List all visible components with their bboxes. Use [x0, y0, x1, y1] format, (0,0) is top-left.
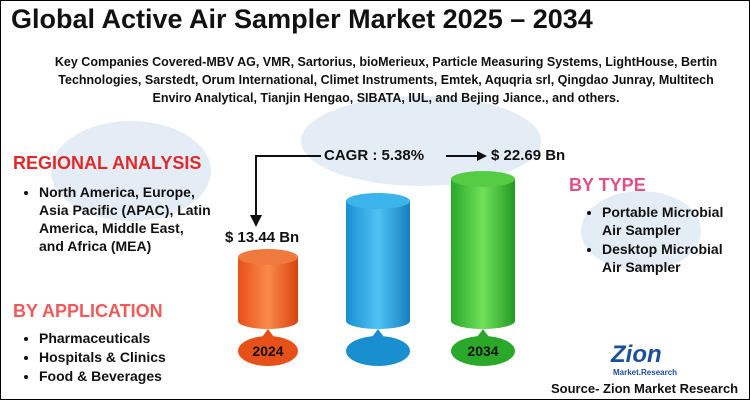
list-item: Food & Beverages: [39, 367, 221, 385]
year: 2024: [252, 343, 284, 359]
value-label: $ 13.44 Bn: [225, 229, 300, 246]
cagr-arrows: [250, 151, 487, 227]
cylinder-middle: [346, 193, 410, 329]
list: PharmaceuticalsHospitals & ClinicsFood &…: [21, 329, 221, 386]
cylinder-2034: [451, 171, 515, 329]
logo-sub: Market.Research: [613, 368, 678, 377]
world-map: [51, 96, 701, 271]
section-title: BY APPLICATION: [13, 301, 163, 321]
section-title: REGIONAL ANALYSIS: [13, 153, 202, 173]
year: 2034: [467, 343, 499, 359]
list: North America, Europe, Asia Pacific (APA…: [21, 183, 211, 256]
list-item: Desktop Microbial Air Sampler: [602, 240, 744, 276]
title: Global Active Air Sampler Market 2025 – …: [11, 4, 593, 34]
logo: Zion: [611, 341, 662, 368]
companies: Key Companies Covered-MBV AG, VMR, Sarto…: [54, 55, 718, 105]
list-item: North America, Europe, Asia Pacific (APA…: [39, 183, 211, 255]
cagr: CAGR : 5.38%: [324, 147, 425, 164]
cylinder-2024: [238, 249, 298, 329]
year-badges: [238, 329, 515, 366]
list-item: Portable Microbial Air Sampler: [602, 203, 744, 239]
list-item: Pharmaceuticals: [39, 329, 221, 347]
list-item: Hospitals & Clinics: [39, 348, 221, 366]
source: Source- Zion Market Research: [551, 381, 739, 396]
value-label: $ 22.69 Bn: [491, 147, 566, 164]
section-title: BY TYPE: [569, 175, 646, 195]
list: Portable Microbial Air SamplerDesktop Mi…: [584, 203, 744, 277]
